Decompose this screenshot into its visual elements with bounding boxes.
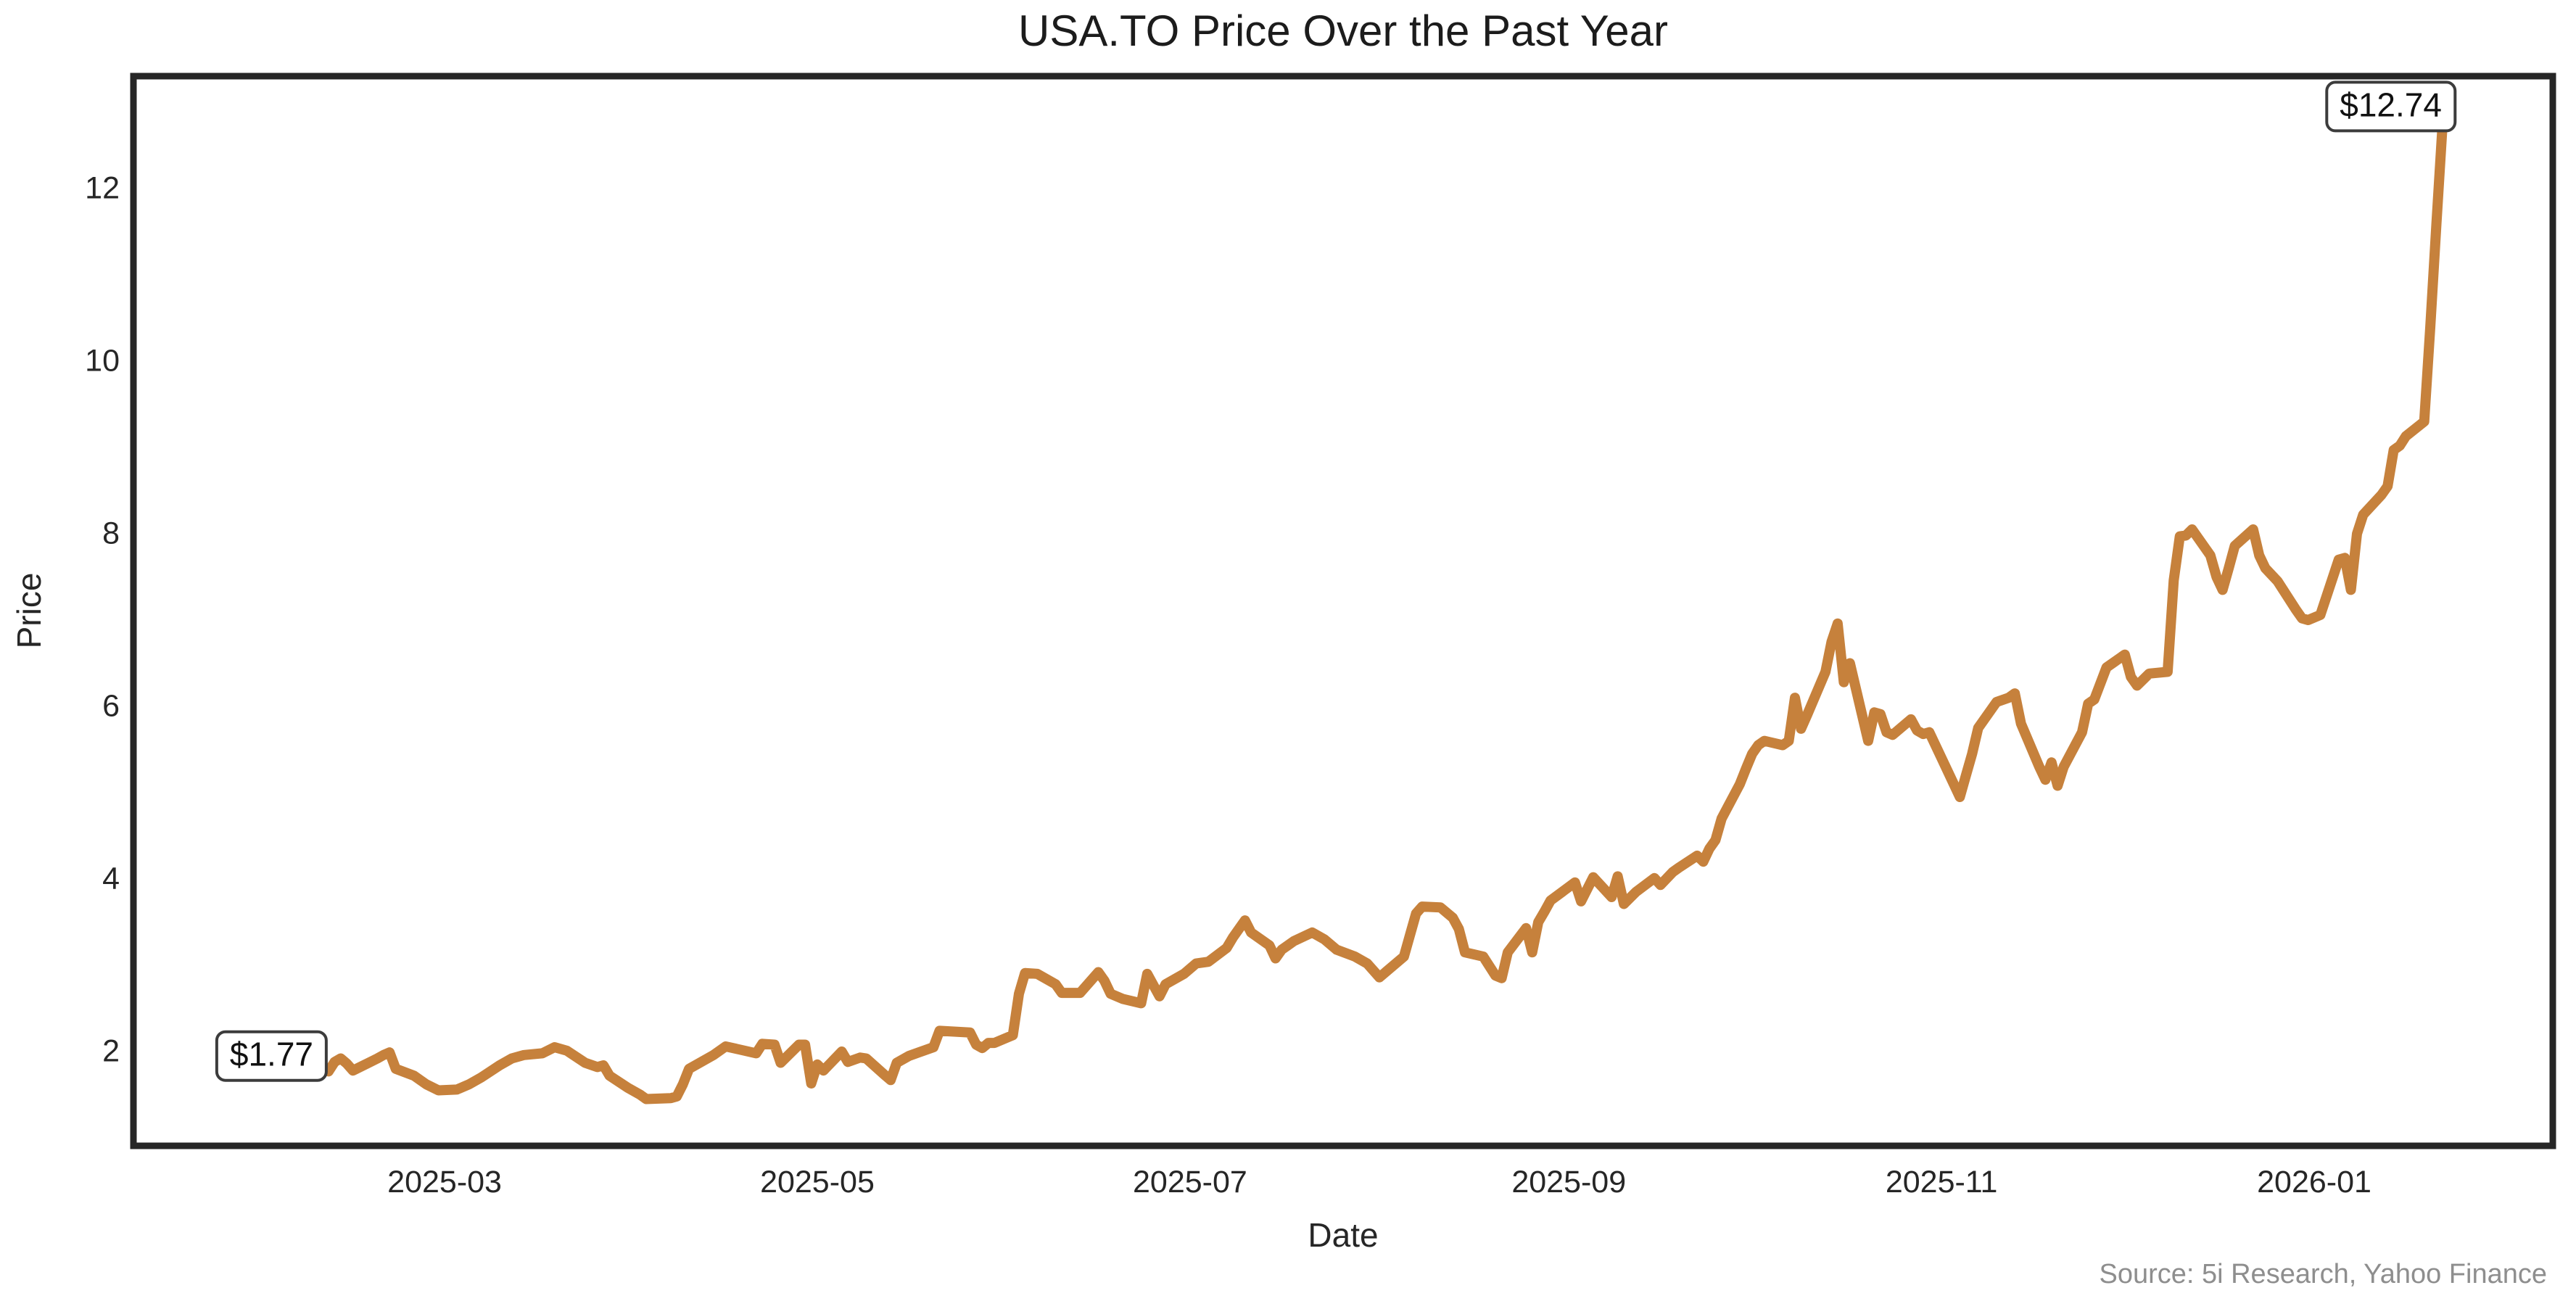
y-tick-label: 6 [102,688,120,724]
x-tick-label: 2025-05 [760,1165,875,1199]
x-tick-label: 2025-07 [1132,1165,1247,1199]
end-price-annotation: $12.74 [2325,80,2456,132]
y-tick-label: 2 [102,1033,120,1069]
plot-frame [130,73,2556,1149]
source-note: Source: 5i Research, Yahoo Finance [2099,1259,2547,1289]
x-tick-label: 2025-09 [1511,1165,1627,1199]
y-tick-label: 10 [85,343,120,379]
price-line [323,119,2448,1104]
x-tick-label: 2025-03 [387,1165,502,1199]
x-tick-label: 2025-11 [1885,1165,1998,1199]
y-tick-label: 12 [85,170,120,206]
x-axis-label: Date [1308,1216,1379,1254]
x-tick-label: 2026-01 [2257,1165,2371,1199]
y-tick-label: 8 [102,516,120,551]
chart-title: USA.TO Price Over the Past Year [1018,7,1668,55]
start-price-annotation: $1.77 [215,1031,328,1082]
y-tick-label: 4 [102,861,120,896]
y-axis-label: Price [10,572,48,649]
